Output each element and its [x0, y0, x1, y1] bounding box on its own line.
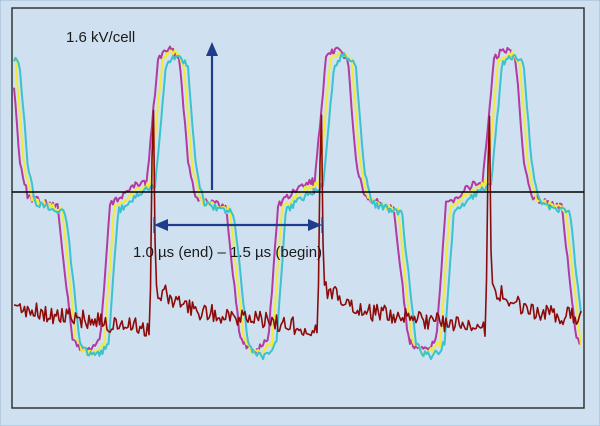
interval-arrow-left-head — [154, 219, 168, 231]
interval-label: 1.0 µs (end) – 1.5 µs (begin) — [133, 244, 322, 261]
interval-arrow-right-head — [308, 219, 322, 231]
plot-frame — [11, 7, 585, 409]
scale-label: 1.6 kV/cell — [66, 29, 135, 46]
waveform-series-2 — [13, 49, 582, 357]
scale-arrow-head — [206, 42, 218, 56]
waveform-series-1 — [13, 45, 582, 354]
annotation-layer: 1.6 kV/cell 1.0 µs (end) – 1.5 µs (begin… — [66, 29, 323, 261]
waveform-series-3 — [13, 52, 582, 361]
waveform-series-4 — [13, 109, 582, 337]
waveform-traces — [13, 45, 582, 361]
